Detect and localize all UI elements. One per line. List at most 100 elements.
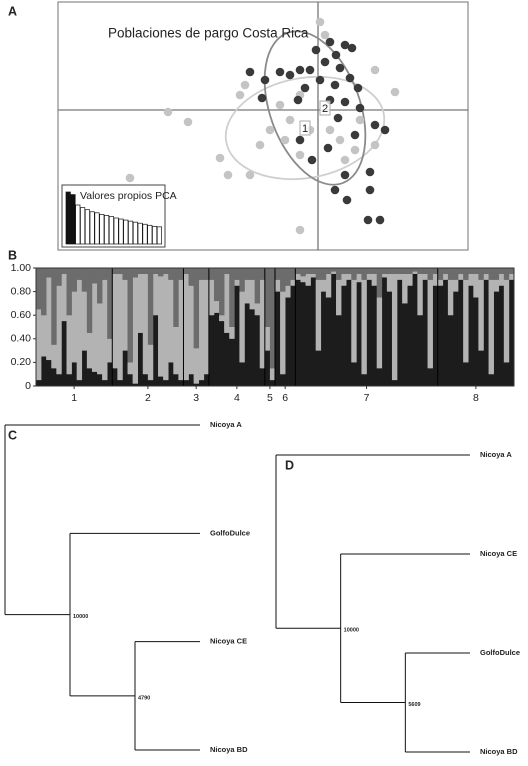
membership-bar — [285, 285, 291, 298]
membership-bar — [264, 350, 271, 386]
membership-bar — [310, 277, 316, 386]
membership-bar — [249, 279, 255, 310]
membership-bar — [239, 362, 245, 386]
membership-bar — [36, 268, 42, 310]
membership-bar — [178, 380, 184, 386]
membership-bar — [275, 268, 281, 280]
membership-bar — [275, 279, 281, 292]
membership-bar — [244, 279, 250, 304]
membership-bar — [407, 268, 413, 274]
membership-bar — [66, 374, 72, 386]
membership-bar — [234, 279, 240, 286]
point — [342, 195, 352, 205]
membership-bar — [397, 268, 403, 274]
membership-bar — [412, 273, 418, 386]
membership-bar — [376, 368, 383, 386]
membership-bar — [437, 268, 444, 280]
point — [335, 63, 345, 73]
y-tick-label: 0.20 — [11, 356, 32, 368]
membership-bar — [320, 291, 327, 386]
membership-bar — [366, 268, 372, 274]
point — [280, 135, 290, 145]
point — [365, 185, 375, 195]
point — [320, 57, 330, 67]
membership-bar — [46, 360, 52, 386]
membership-bar — [66, 315, 72, 375]
point — [375, 215, 385, 225]
point — [235, 90, 245, 100]
membership-bar — [137, 273, 144, 333]
membership-bar — [447, 268, 454, 280]
membership-bar — [193, 268, 200, 349]
membership-bar — [137, 332, 144, 386]
eigen-bar — [75, 204, 81, 245]
membership-bar — [152, 268, 159, 274]
group-label: 3 — [193, 392, 199, 404]
membership-bar — [91, 371, 98, 386]
point — [350, 130, 360, 140]
point — [333, 113, 343, 123]
membership-bar — [122, 350, 128, 386]
membership-bar — [468, 268, 474, 274]
point — [320, 30, 330, 40]
membership-bar — [234, 285, 240, 386]
eigen-bar — [104, 215, 110, 245]
membership-bar — [61, 321, 67, 386]
group-label: 5 — [267, 392, 273, 404]
membership-bar — [458, 273, 464, 280]
membership-bar — [473, 297, 479, 386]
membership-bar — [132, 268, 139, 278]
membership-bar — [203, 374, 210, 386]
membership-bar — [437, 285, 444, 386]
membership-bar — [102, 380, 108, 386]
membership-bar — [417, 268, 423, 274]
membership-bar — [422, 268, 428, 274]
group-label: 7 — [364, 392, 370, 404]
membership-bar — [239, 291, 245, 363]
membership-bar — [427, 279, 433, 369]
membership-bar — [158, 276, 164, 377]
y-tick-label: 0.60 — [11, 309, 32, 321]
group-ellipse — [263, 30, 367, 186]
membership-bar — [81, 350, 88, 386]
membership-bar — [336, 315, 342, 386]
group-label: 8 — [473, 392, 479, 404]
membership-bar — [178, 279, 184, 381]
leaf-label: Nicoya BD — [480, 747, 518, 756]
membership-bar — [198, 279, 205, 381]
membership-bar — [336, 268, 342, 280]
membership-bar — [330, 273, 337, 386]
membership-bar — [391, 380, 398, 386]
membership-bar — [117, 273, 123, 381]
group-label-box — [319, 100, 331, 116]
group-label: 4 — [234, 392, 240, 404]
membership-bar — [361, 268, 367, 280]
inset-title: Valores propios PCA — [80, 190, 177, 202]
membership-bar — [320, 279, 327, 292]
membership-bar — [122, 268, 128, 280]
point — [365, 167, 375, 177]
leaf-label: GolfoDulce — [210, 528, 250, 537]
group-label-box — [299, 120, 311, 136]
point — [370, 140, 380, 150]
membership-bar — [412, 271, 418, 274]
membership-bar — [493, 291, 500, 386]
membership-bar — [147, 380, 154, 386]
panel-label: C — [8, 428, 17, 442]
leaf-label: Nicoya A — [210, 420, 242, 429]
membership-bar — [432, 285, 439, 386]
eigen-bar — [113, 217, 119, 245]
membership-bar — [275, 291, 281, 386]
membership-bar — [41, 356, 47, 386]
membership-bar — [300, 282, 306, 386]
membership-bar — [397, 279, 403, 386]
membership-bar — [366, 273, 372, 280]
point — [330, 80, 340, 90]
point — [380, 125, 390, 135]
membership-bar — [163, 268, 169, 274]
point — [350, 145, 360, 155]
membership-bar — [391, 268, 398, 274]
membership-bar — [269, 268, 276, 369]
membership-bar — [280, 374, 286, 386]
membership-bar — [330, 271, 337, 274]
